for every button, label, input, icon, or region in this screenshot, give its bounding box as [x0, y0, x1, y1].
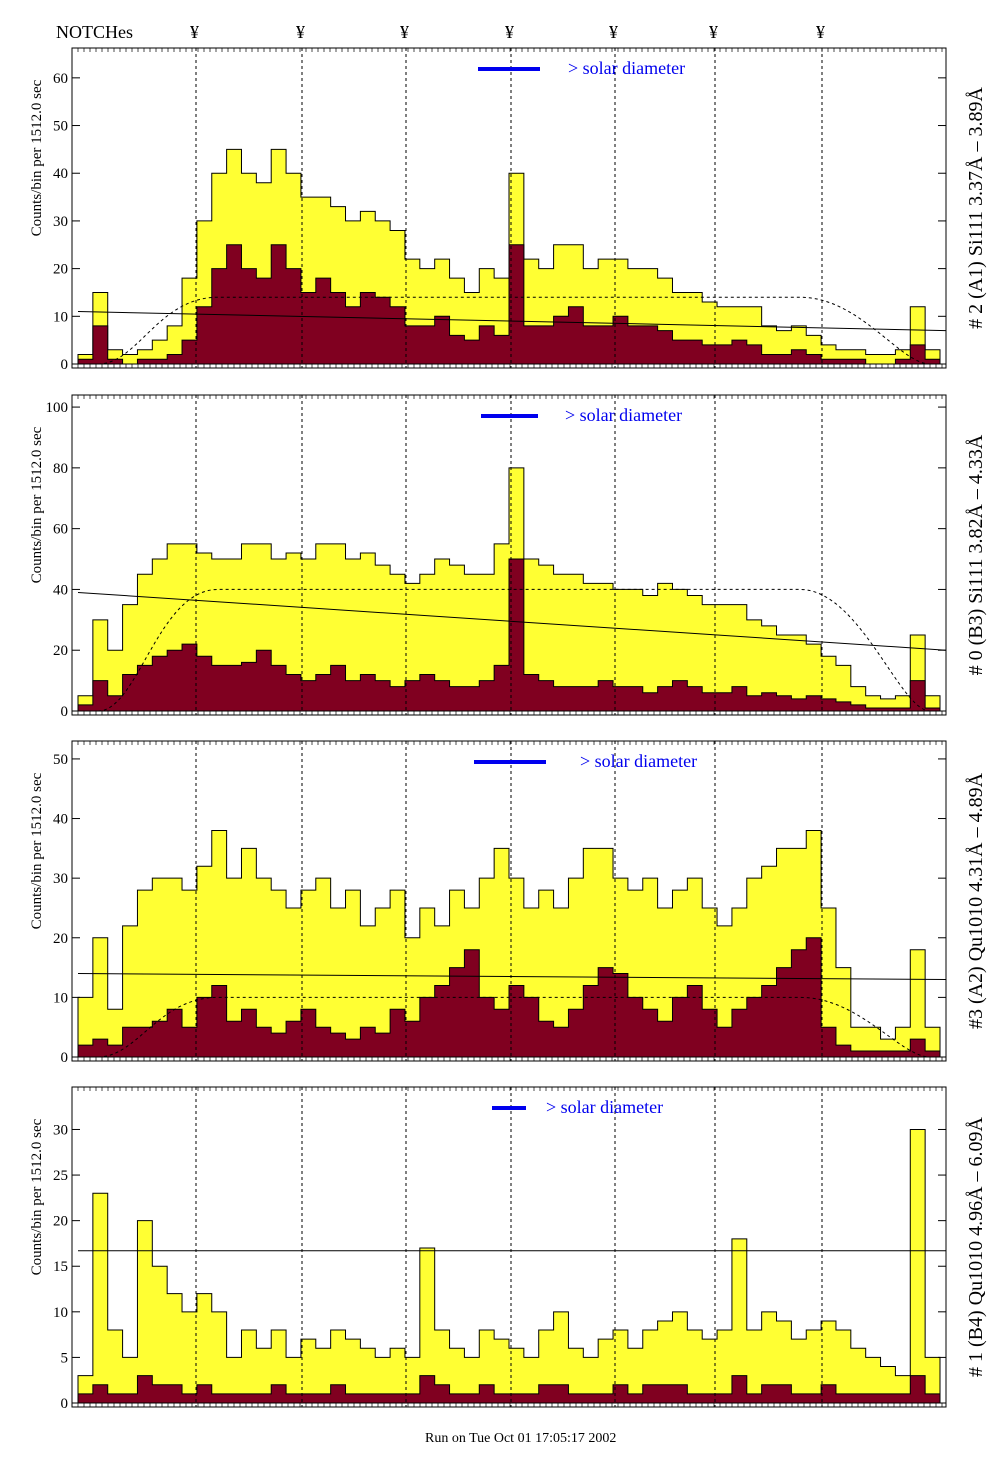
notch-marker: ¥	[609, 22, 618, 42]
y-tick-label: 20	[53, 643, 68, 659]
y-tick-label: 10	[53, 309, 68, 325]
model-curve	[97, 588, 931, 712]
y-axis-label: Counts/bin per 1512.0 sec	[29, 426, 45, 583]
y-tick-label: 50	[53, 119, 68, 135]
panel-frame	[71, 740, 947, 1062]
panel-frame	[71, 47, 947, 369]
fit-line	[77, 591, 947, 651]
y-axis-label: Counts/bin per 1512.0 sec	[29, 772, 45, 929]
spectrum-histogram	[77, 1128, 941, 1404]
notch-marker: ¥	[190, 22, 199, 42]
fit-line	[77, 311, 947, 332]
y-tick-label: 60	[53, 522, 68, 538]
notch-marker: ¥	[709, 22, 718, 42]
notch-marker: ¥	[816, 22, 825, 42]
y-tick-label: 10	[53, 1305, 68, 1321]
y-tick-label: 25	[53, 1168, 68, 1184]
notch-marker: ¥	[505, 22, 514, 42]
dark-histogram	[77, 244, 941, 365]
spectrum-histogram	[77, 829, 941, 1058]
y-tick-label: 30	[53, 214, 68, 230]
y-tick-label: 10	[53, 990, 68, 1006]
solar-diameter-label: > solar diameter	[568, 58, 685, 78]
y-tick-label: 30	[53, 871, 68, 887]
y-tick-label: 80	[53, 461, 68, 477]
y-tick-label: 5	[61, 1350, 69, 1366]
panel-frame	[71, 1086, 947, 1408]
y-tick-label: 15	[53, 1259, 68, 1275]
panel-0: 0 10 20 30 40 50 60 Counts/bin per 1512.0 sec # …	[29, 47, 987, 373]
y-tick-label: 20	[53, 931, 68, 947]
y-tick-label: 50	[53, 752, 68, 768]
y-tick-label: 20	[53, 262, 68, 278]
y-tick-label: 40	[53, 166, 68, 182]
y-tick-label: 100	[46, 400, 69, 416]
notches-label: NOTCHes	[56, 22, 133, 42]
solar-diameter-label: > solar diameter	[546, 1097, 663, 1117]
panel-frame	[71, 394, 947, 716]
y-tick-label: 40	[53, 812, 68, 828]
panel-2: 0 10 20 30 40 50 Counts/bin per 1512.0 sec #3 (…	[29, 740, 987, 1066]
y-tick-label: 0	[61, 1396, 69, 1412]
model-curve	[97, 996, 931, 1058]
y-tick-label: 40	[53, 582, 68, 598]
y-tick-label: 0	[61, 704, 69, 720]
dark-histogram	[77, 558, 941, 712]
notch-marker: ¥	[296, 22, 305, 42]
y-axis-label: Counts/bin per 1512.0 sec	[29, 79, 45, 236]
panel-title: # 1 (B4) Qu1010 4.96Å – 6.09Å	[965, 1116, 987, 1377]
panel-title: # 2 (A1) Si111 3.37Å – 3.89Å	[965, 87, 987, 329]
run-timestamp: Run on Tue Oct 01 17:05:17 2002	[425, 1431, 616, 1446]
model-curve	[97, 296, 931, 365]
panel-title: #3 (A2) Qu1010 4.31Å – 4.89Å	[965, 772, 987, 1029]
solar-diameter-label: > solar diameter	[565, 405, 682, 425]
y-tick-label: 20	[53, 1214, 68, 1230]
y-tick-label: 0	[61, 357, 69, 373]
solar-diameter-label: > solar diameter	[580, 751, 697, 771]
panel-3: 0 5 10 15 20 25 30 Counts/bin per 1512.0 sec # 1…	[29, 1086, 987, 1412]
fit-line	[77, 973, 947, 980]
dark-histogram	[77, 1375, 941, 1404]
y-tick-label: 0	[61, 1050, 69, 1066]
notch-marker: ¥	[400, 22, 409, 42]
y-axis-label: Counts/bin per 1512.0 sec	[29, 1118, 45, 1275]
panel-title: # 0 (B3) Si111 3.82Å – 4.33Å	[965, 434, 987, 675]
y-tick-label: 30	[53, 1122, 68, 1138]
y-tick-label: 60	[53, 71, 68, 87]
